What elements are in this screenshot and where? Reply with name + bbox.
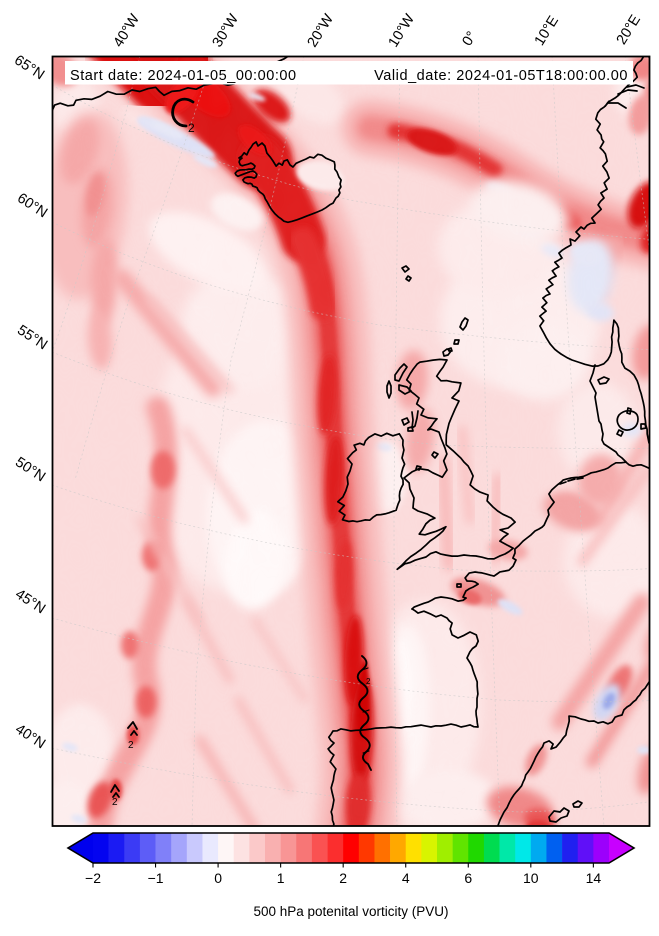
svg-text:14: 14 xyxy=(586,870,602,886)
svg-text:6: 6 xyxy=(464,870,472,886)
svg-text:4: 4 xyxy=(402,870,410,886)
svg-text:500 hPa potenital vorticity (P: 500 hPa potenital vorticity (PVU) xyxy=(253,904,448,919)
svg-text:2: 2 xyxy=(128,740,134,751)
svg-text:2: 2 xyxy=(366,677,371,686)
svg-text:2: 2 xyxy=(188,121,195,135)
svg-text:Start date: 2024-01-05_00:00:0: Start date: 2024-01-05_00:00:00 xyxy=(70,68,297,84)
svg-text:2: 2 xyxy=(339,870,347,886)
svg-text:0: 0 xyxy=(214,870,222,886)
svg-text:2: 2 xyxy=(112,797,118,808)
svg-text:1: 1 xyxy=(277,870,285,886)
svg-text:−2: −2 xyxy=(85,870,101,886)
svg-text:Valid_date: 2024-01-05T18:00:0: Valid_date: 2024-01-05T18:00:00.00 xyxy=(374,68,628,84)
svg-text:10: 10 xyxy=(523,870,539,886)
svg-text:−1: −1 xyxy=(148,870,164,886)
